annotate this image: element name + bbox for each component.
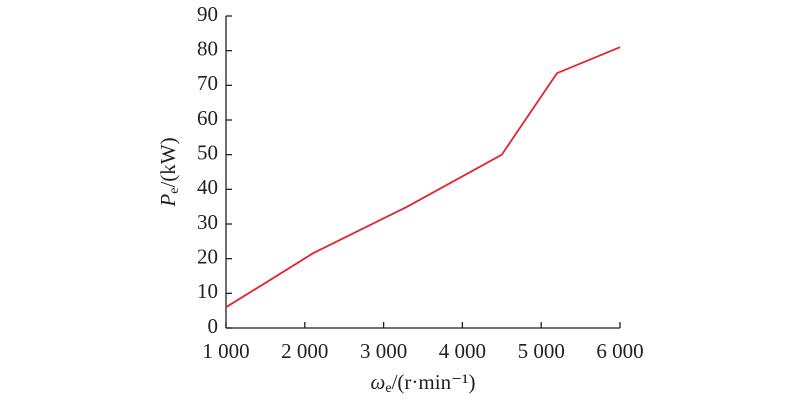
- y-label-unit: /(kW): [156, 137, 180, 187]
- y-tick-label: 30: [197, 210, 218, 234]
- y-tick-label: 90: [197, 2, 218, 26]
- x-tick-label: 2 000: [281, 339, 328, 363]
- x-tick-label: 1 000: [202, 339, 249, 363]
- y-label-symbol: P: [156, 194, 180, 208]
- y-tick-label: 50: [197, 140, 218, 164]
- y-tick-label: 70: [197, 71, 218, 95]
- x-tick-label: 3 000: [360, 339, 407, 363]
- y-tick-label: 20: [197, 244, 218, 268]
- x-tick-label: 4 000: [439, 339, 486, 363]
- x-tick-label: 5 000: [518, 339, 565, 363]
- y-label-subscript: e: [167, 188, 182, 194]
- y-tick-label: 40: [197, 175, 218, 199]
- data-line: [225, 46, 621, 308]
- y-tick-label: 10: [197, 279, 218, 303]
- y-axis-label: Pe/(kW): [156, 137, 182, 207]
- x-label-symbol: ω: [371, 370, 386, 394]
- x-label-subscript: e: [385, 381, 391, 396]
- y-tick-label: 60: [197, 106, 218, 130]
- y-tick-label: 80: [197, 36, 218, 60]
- x-label-unit: /(r·min⁻¹): [392, 370, 476, 394]
- x-axis-label: ωe/(r·min⁻¹): [371, 370, 476, 396]
- y-tick-label: 0: [208, 314, 219, 338]
- x-tick-label: 6 000: [596, 339, 643, 363]
